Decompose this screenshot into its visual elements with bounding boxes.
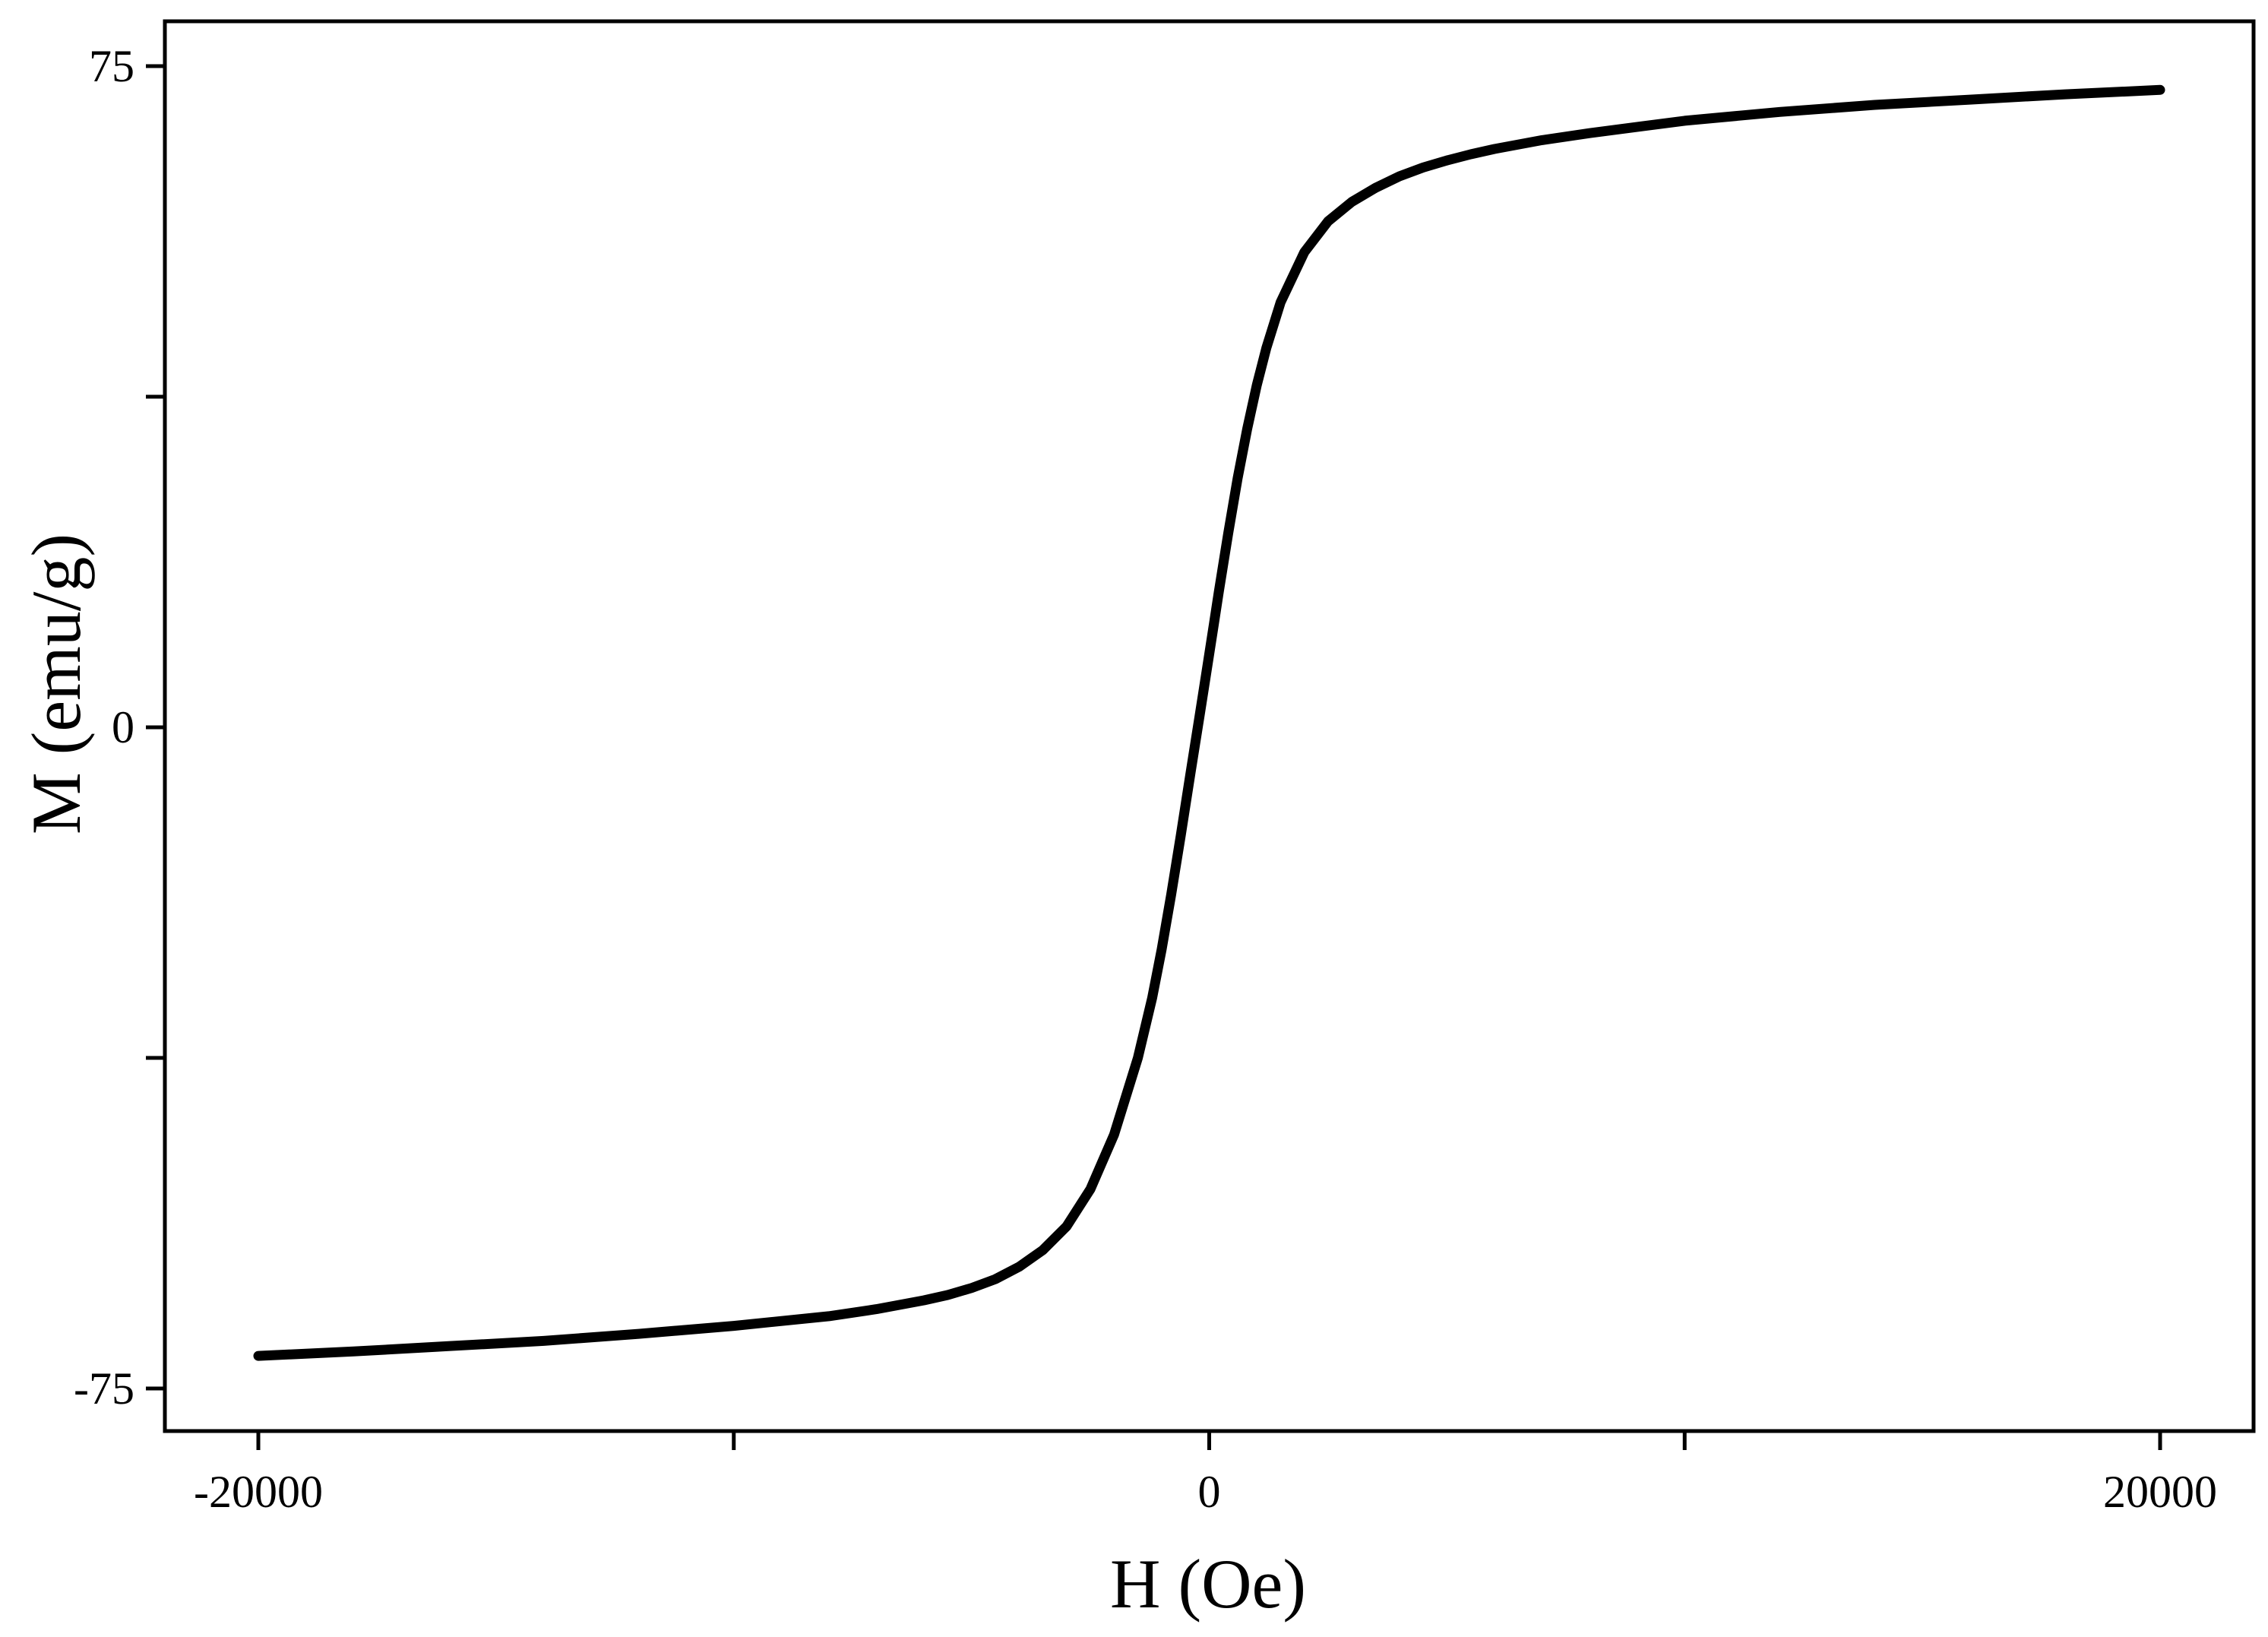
y-tick-label: -75 [74, 1363, 134, 1414]
magnetization-curve [253, 84, 2165, 1361]
y-axis-label: M (emu/g) [17, 534, 95, 834]
x-tick-label: 0 [1198, 1467, 1221, 1517]
x-tick-label: -20000 [194, 1467, 323, 1517]
y-axis-ticks [146, 64, 165, 1391]
x-axis-ticks [256, 1431, 2162, 1450]
x-axis-label: H (Oe) [1110, 1545, 1306, 1623]
y-axis-tick-labels: -75 0 75 [74, 41, 134, 1414]
y-tick-label: 75 [89, 41, 134, 91]
plot-frame [163, 19, 2256, 1433]
y-tick-label: 0 [112, 702, 134, 752]
x-axis-tick-labels: -20000 0 20000 [194, 1467, 2217, 1517]
x-tick-label: 20000 [2103, 1467, 2217, 1517]
